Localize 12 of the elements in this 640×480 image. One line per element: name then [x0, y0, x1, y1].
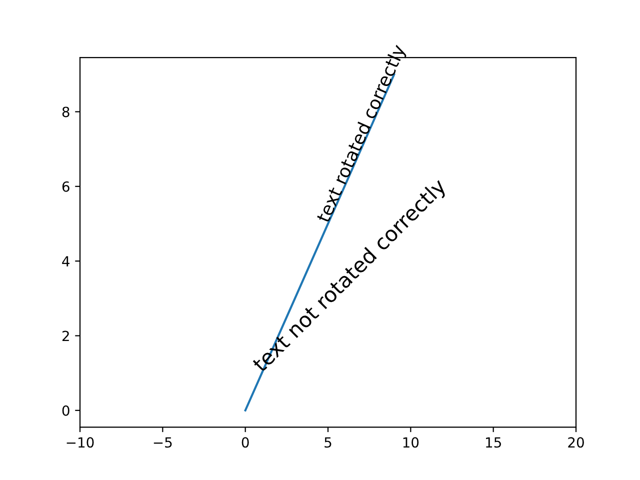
x-tick-label: 0 [242, 437, 249, 448]
x-tick-label: 5 [324, 437, 332, 448]
x-tick-label: 20 [568, 437, 584, 448]
y-tick-label: 0 [62, 405, 70, 416]
x-tick-label: 10 [403, 437, 419, 448]
x-tick-label: 15 [486, 437, 501, 448]
y-tick-label: 2 [62, 330, 69, 342]
y-tick-label: 6 [62, 181, 70, 192]
y-tick-label: 8 [62, 106, 70, 118]
y-tick-label: 4 [62, 256, 70, 266]
x-tick-label: −5 [154, 437, 172, 448]
x-tick-label: −10 [66, 437, 94, 448]
